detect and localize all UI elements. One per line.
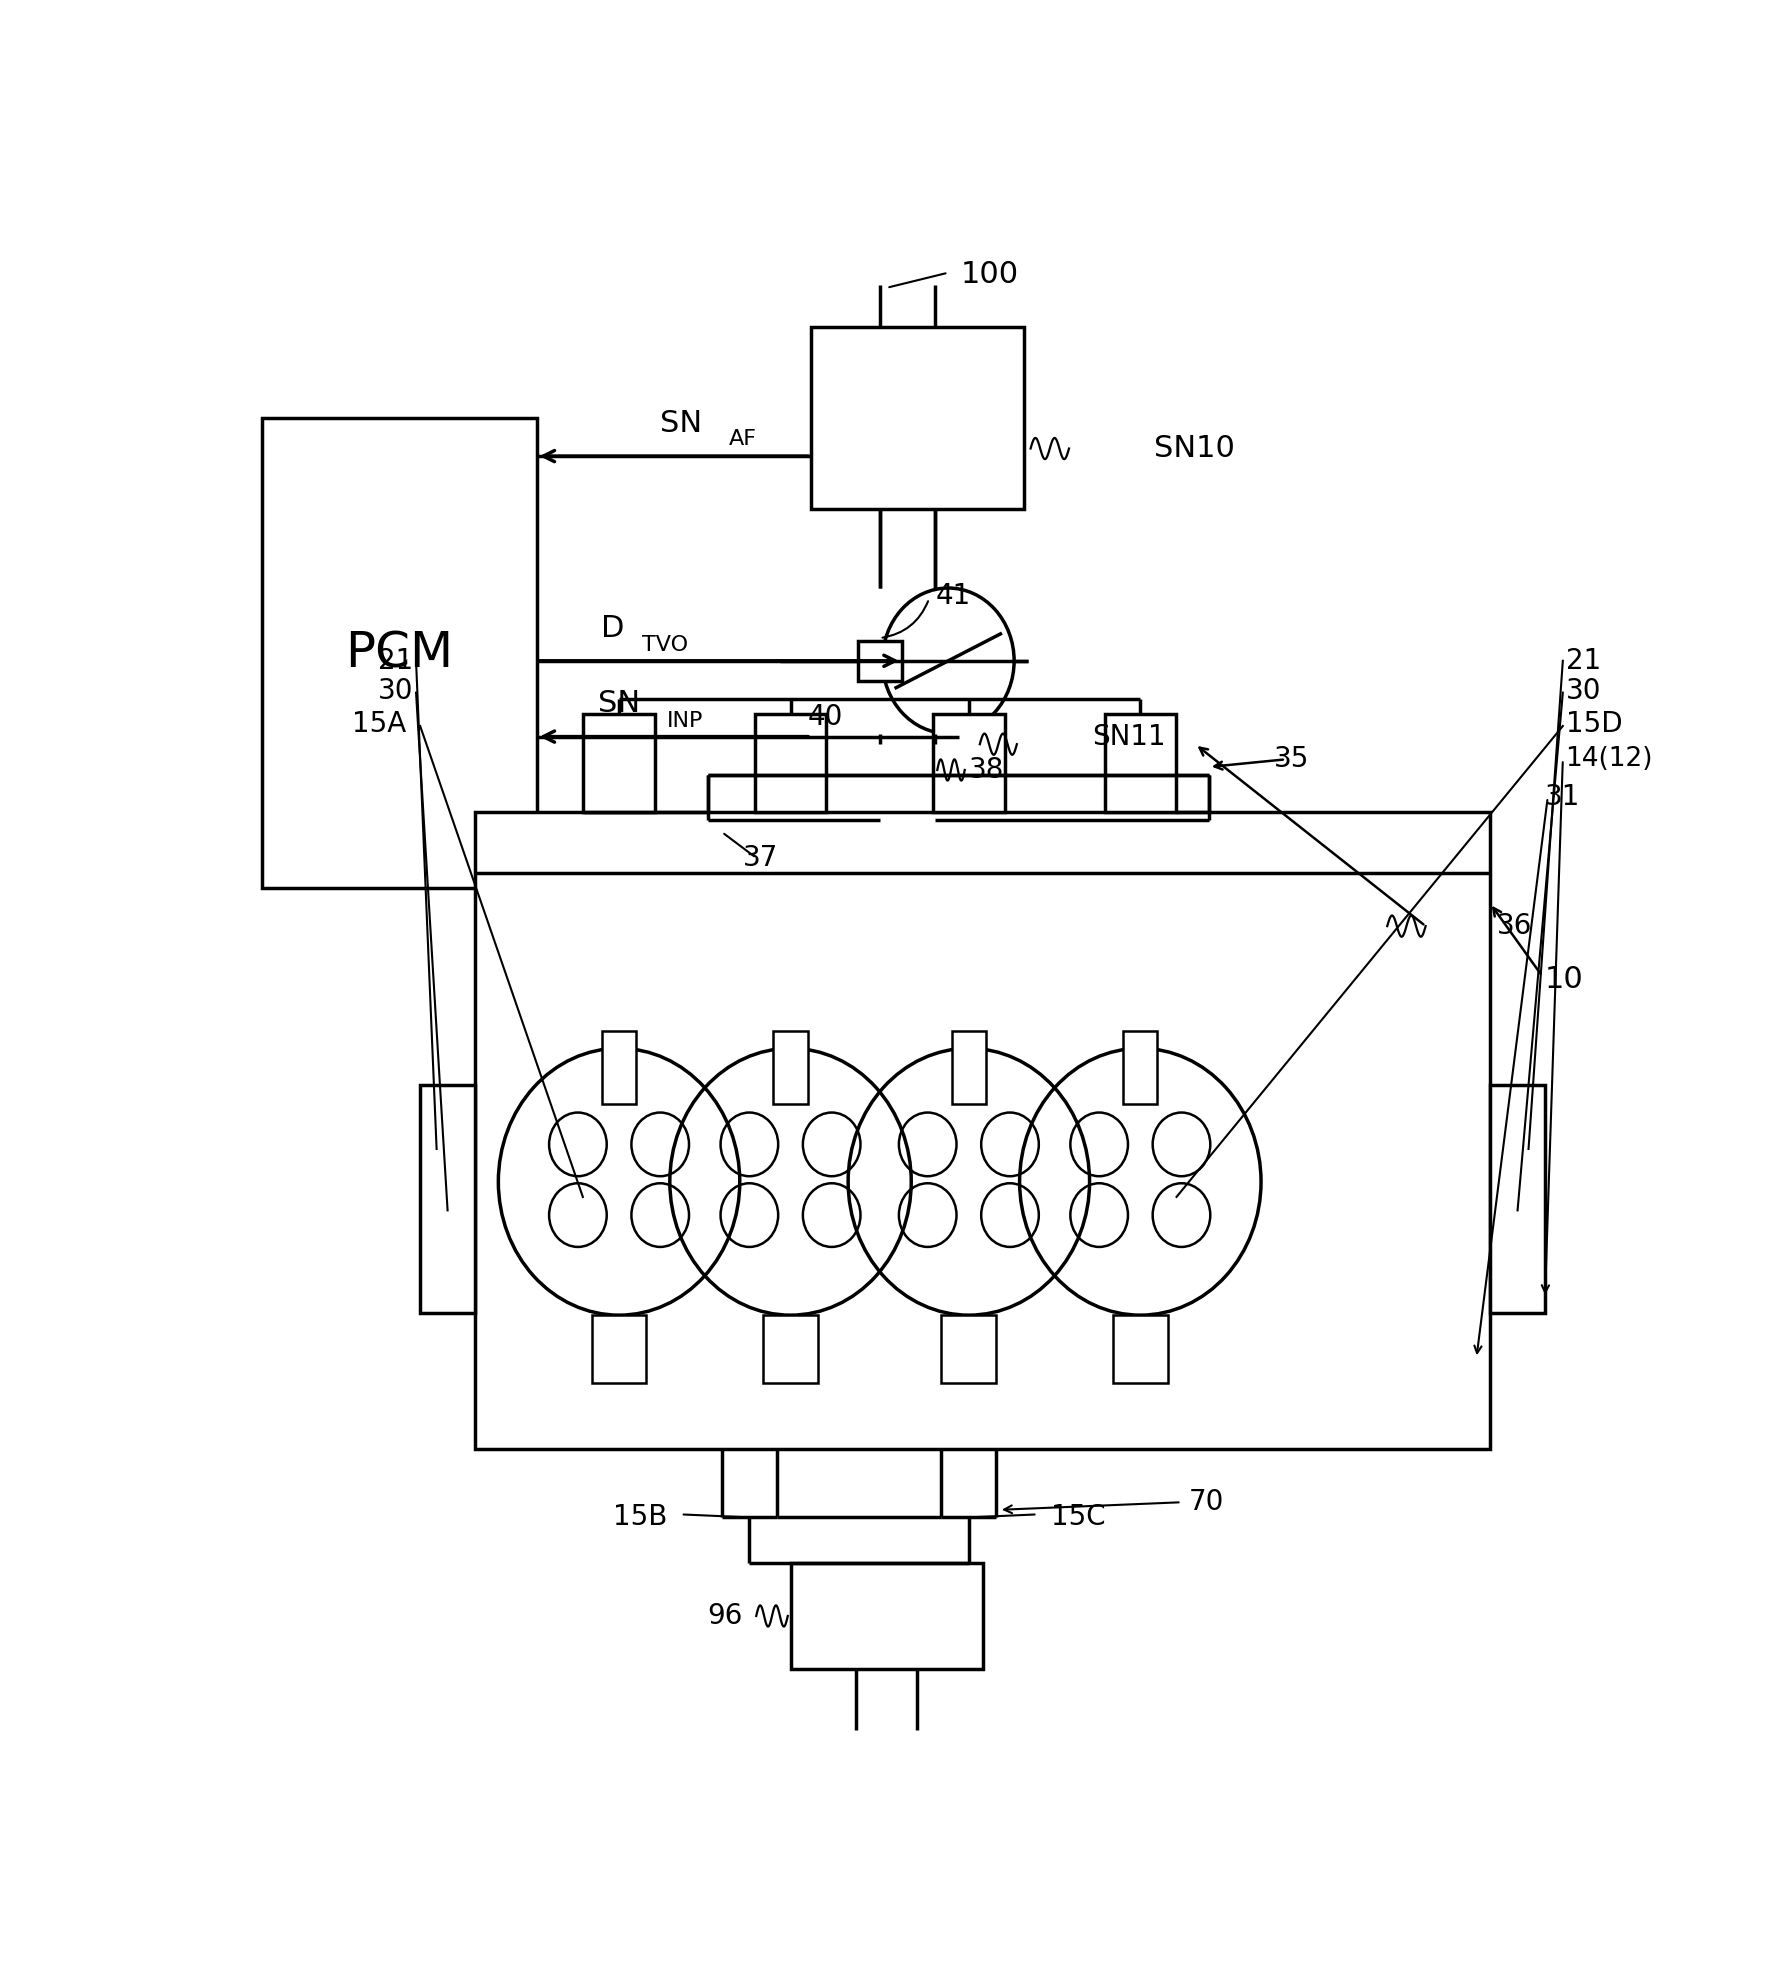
Bar [933, 715, 1005, 813]
Bar [1104, 715, 1175, 813]
Bar [942, 1315, 997, 1384]
Text: SN: SN [660, 410, 703, 437]
Text: 35: 35 [1274, 746, 1308, 774]
Bar [474, 813, 1490, 1449]
Text: 100: 100 [961, 260, 1018, 289]
Text: 10: 10 [1545, 965, 1584, 994]
Text: 40: 40 [807, 703, 843, 730]
Bar [1124, 1032, 1158, 1105]
Text: D: D [600, 614, 623, 642]
Text: 30: 30 [377, 677, 414, 705]
Text: SN10: SN10 [1154, 433, 1235, 463]
Bar [811, 327, 1023, 510]
Text: 21: 21 [1566, 646, 1600, 675]
Text: PCM: PCM [345, 630, 453, 677]
Bar [262, 417, 536, 888]
Bar [763, 1315, 818, 1384]
Bar [952, 1032, 986, 1105]
Text: 30: 30 [1566, 677, 1602, 705]
Bar [584, 715, 655, 813]
Bar [858, 642, 901, 681]
Bar [754, 715, 827, 813]
Text: SN11: SN11 [1092, 723, 1166, 750]
Text: 38: 38 [968, 756, 1004, 784]
Text: 15A: 15A [352, 711, 407, 738]
Bar [1490, 1085, 1545, 1313]
Text: 31: 31 [1545, 784, 1581, 811]
Text: 15D: 15D [1566, 711, 1621, 738]
Text: 15C: 15C [1051, 1504, 1106, 1532]
Text: SN: SN [598, 689, 641, 719]
Text: 41: 41 [936, 581, 972, 610]
Text: 36: 36 [1497, 912, 1533, 939]
Bar [791, 1563, 982, 1670]
Text: 96: 96 [708, 1603, 743, 1630]
Text: 14(12): 14(12) [1566, 746, 1653, 772]
Bar [773, 1032, 807, 1105]
Bar [419, 1085, 474, 1313]
Bar [938, 721, 959, 752]
Bar [1113, 1315, 1168, 1384]
Text: 21: 21 [379, 646, 414, 675]
Text: INP: INP [667, 711, 703, 730]
Bar [591, 1315, 646, 1384]
Bar [602, 1032, 635, 1105]
Text: TVO: TVO [643, 634, 689, 656]
Text: 37: 37 [743, 845, 777, 872]
Text: AF: AF [729, 429, 758, 449]
Text: 15B: 15B [612, 1504, 667, 1532]
Text: 70: 70 [1188, 1489, 1223, 1516]
